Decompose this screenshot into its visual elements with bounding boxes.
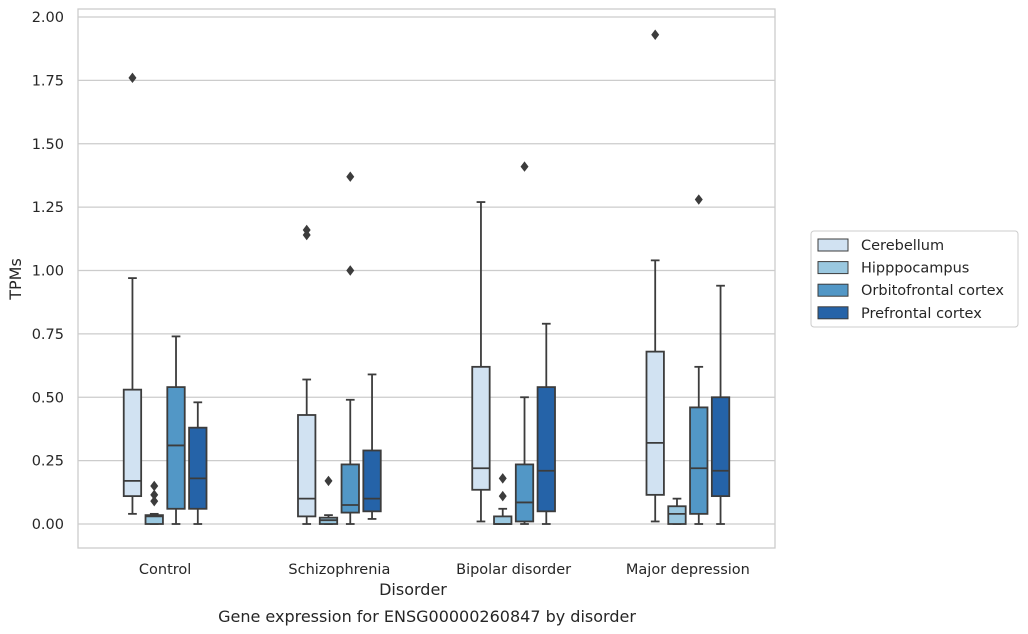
iqr-box xyxy=(122,388,143,498)
outlier-point xyxy=(498,490,507,502)
outlier-point xyxy=(346,171,355,182)
x-tick-label: Bipolar disorder xyxy=(456,562,571,578)
iqr-box xyxy=(340,463,360,514)
x-tick-label: Control xyxy=(139,562,191,578)
y-tick-label: 0.50 xyxy=(32,390,64,406)
x-axis-label: Disorder xyxy=(379,580,447,599)
iqr-box xyxy=(188,426,208,510)
x-tick-label: Schizophrenia xyxy=(288,562,390,578)
y-axis-ticks: 0.00 0.25 0.50 0.75 1.00 1.25 1.50 1.75 2.00 xyxy=(32,10,64,533)
outlier-point xyxy=(694,194,703,205)
iqr-box xyxy=(493,515,513,525)
box-prefrontal-cortex xyxy=(536,322,556,525)
x-axis-ticks: Control Schizophrenia Bipolar disorder Majo… xyxy=(139,562,750,578)
outlier-point xyxy=(150,480,159,492)
box-orbitofrontal-cortex xyxy=(166,335,186,525)
legend-swatch xyxy=(817,283,849,297)
outlier-point xyxy=(150,489,159,501)
iqr-box xyxy=(645,350,665,496)
y-tick-label: 1.25 xyxy=(32,200,64,216)
box-orbitofrontal-cortex xyxy=(514,161,535,525)
iqr-box xyxy=(471,365,491,491)
iqr-box xyxy=(689,406,709,515)
legend-label: Prefrontal cortex xyxy=(861,306,982,322)
iqr-box xyxy=(144,514,164,525)
box-hipppocampus xyxy=(493,473,513,525)
y-tick-label: 0.00 xyxy=(32,517,64,533)
y-tick-label: 1.00 xyxy=(32,264,64,280)
iqr-box xyxy=(536,386,556,513)
outlier-point xyxy=(324,475,333,487)
box-orbitofrontal-cortex xyxy=(689,194,709,525)
legend: Cerebellum Hipppocampus Orbitofrontal cort… xyxy=(810,230,1019,328)
outlier-point xyxy=(150,495,159,507)
box-plot-series xyxy=(122,29,731,525)
plot-frame xyxy=(77,8,776,549)
x-tick-label: Major depression xyxy=(626,562,750,578)
outlier-point xyxy=(128,72,137,84)
legend-swatch xyxy=(817,238,849,252)
y-tick-label: 1.50 xyxy=(32,137,64,153)
y-tick-label: 0.75 xyxy=(32,327,64,343)
box-orbitofrontal-cortex xyxy=(340,171,360,525)
y-axis-label: TPMs xyxy=(6,258,25,301)
outlier-point xyxy=(498,473,507,484)
box-cerebellum xyxy=(471,201,491,523)
iqr-box xyxy=(297,414,317,518)
iqr-box xyxy=(667,505,687,525)
y-tick-label: 0.25 xyxy=(32,454,64,470)
iqr-box xyxy=(166,386,186,510)
outlier-point xyxy=(346,265,355,276)
box-cerebellum xyxy=(645,29,665,523)
outlier-point xyxy=(651,29,660,40)
box-hipppocampus xyxy=(144,480,164,525)
legend-swatch xyxy=(817,261,849,275)
box-hipppocampus xyxy=(318,475,339,525)
legend-label: Orbitofrontal cortex xyxy=(861,283,1004,299)
box-prefrontal-cortex xyxy=(362,373,382,520)
iqr-box xyxy=(362,449,382,513)
legend-label: Cerebellum xyxy=(861,238,944,254)
legend-frame xyxy=(810,230,1019,328)
y-tick-label: 1.75 xyxy=(32,73,64,89)
legend-swatch xyxy=(817,306,849,320)
legend-label: Hipppocampus xyxy=(861,261,969,277)
y-tick-label: 2.00 xyxy=(32,10,64,26)
box-cerebellum xyxy=(122,72,143,515)
iqr-box xyxy=(710,396,731,498)
box-prefrontal-cortex xyxy=(188,401,208,525)
chart-caption: Gene expression for ENSG00000260847 by d… xyxy=(218,607,636,626)
outlier-point xyxy=(302,224,311,236)
box-hipppocampus xyxy=(667,497,687,525)
iqr-box xyxy=(514,463,535,523)
box-cerebellum xyxy=(297,224,317,525)
box-prefrontal-cortex xyxy=(710,284,731,525)
outlier-point xyxy=(520,161,529,172)
